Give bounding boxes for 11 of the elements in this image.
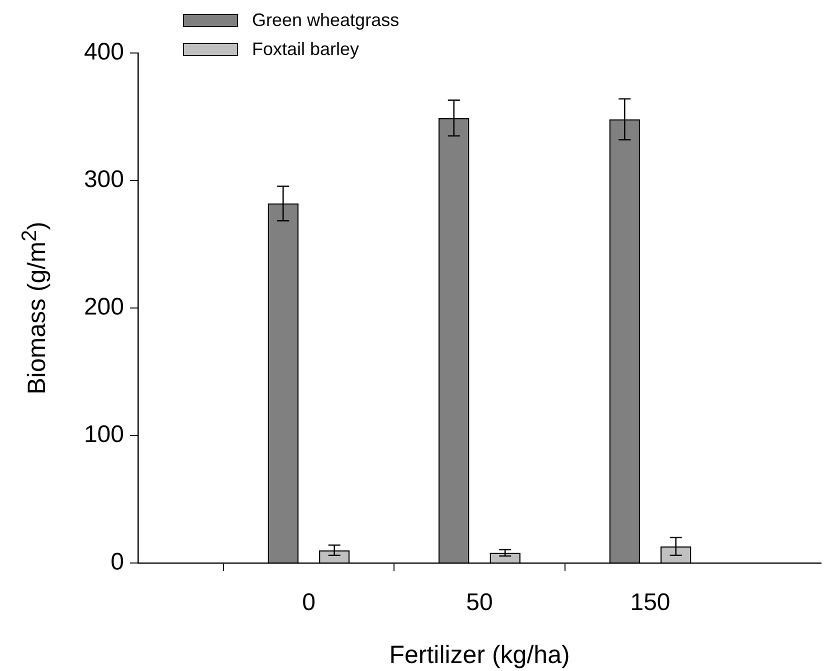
y-tick-label: 200 (84, 294, 124, 321)
y-tick-label: 300 (84, 166, 124, 194)
y-tick-label: 100 (84, 421, 124, 448)
x-tick-label: 50 (466, 589, 493, 616)
x-axis-title: Fertilizer (kg/ha) (389, 640, 570, 669)
x-tick-label: 150 (630, 589, 670, 616)
y-tick-label: 0 (110, 548, 124, 576)
y-tick-label: 400 (84, 38, 124, 66)
legend-label: Foxtail barley (252, 39, 360, 60)
x-tick-label: 0 (302, 589, 316, 616)
legend-label: Green wheatgrass (252, 10, 400, 31)
